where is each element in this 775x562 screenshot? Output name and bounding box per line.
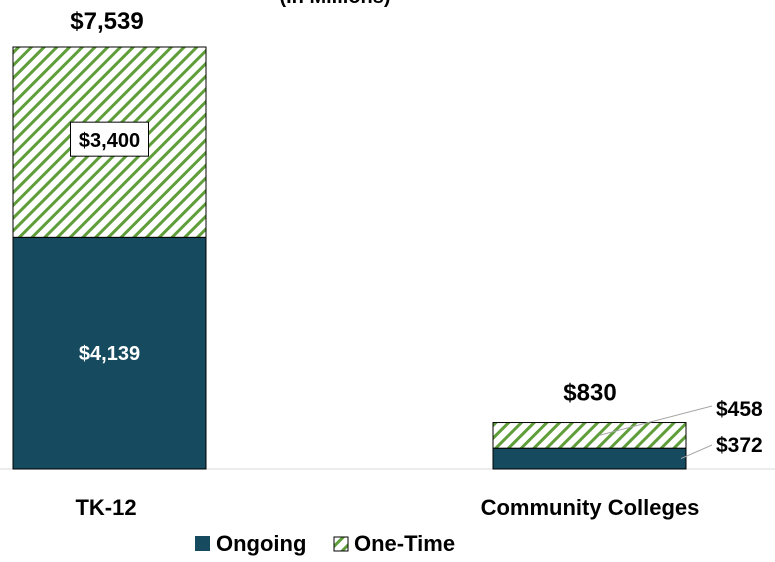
bars-group [12,46,687,470]
legend-label-one-time: One-Time [354,531,455,556]
labels-group: $7,539 TK-12 $4,139 $3,400 $830 Community Col… [70,8,763,520]
bar-ongoing-tk-12 [12,236,207,470]
data-label-ongoing-community-colleges: $372 [716,434,763,457]
leader-line-ongoing-community-colleges [680,444,713,460]
data-label-one-time-community-colleges: $458 [716,398,763,421]
leader-line-one-time-community-colleges [599,405,713,436]
category-label-community-colleges: Community Colleges [481,495,700,520]
category-label-tk-12: TK-12 [75,495,136,520]
data-label-one-time-tk-12: $3,400 [79,130,140,152]
legend-swatch-one-time [333,536,349,552]
legend-label-ongoing: Ongoing [216,531,306,556]
total-label-tk-12: $7,539 [70,8,143,35]
bar-ongoing-community-colleges [492,447,687,470]
data-label-ongoing-tk-12: $4,139 [79,343,140,365]
legend: Ongoing One-Time [195,531,455,556]
bar-one-time-community-colleges [492,422,687,449]
data-label-box-one-time-tk-12 [70,121,149,157]
legend-swatch-ongoing [195,536,210,551]
total-label-community-colleges: $830 [563,380,616,407]
chart-subtitle: (In Millions) [279,0,390,8]
